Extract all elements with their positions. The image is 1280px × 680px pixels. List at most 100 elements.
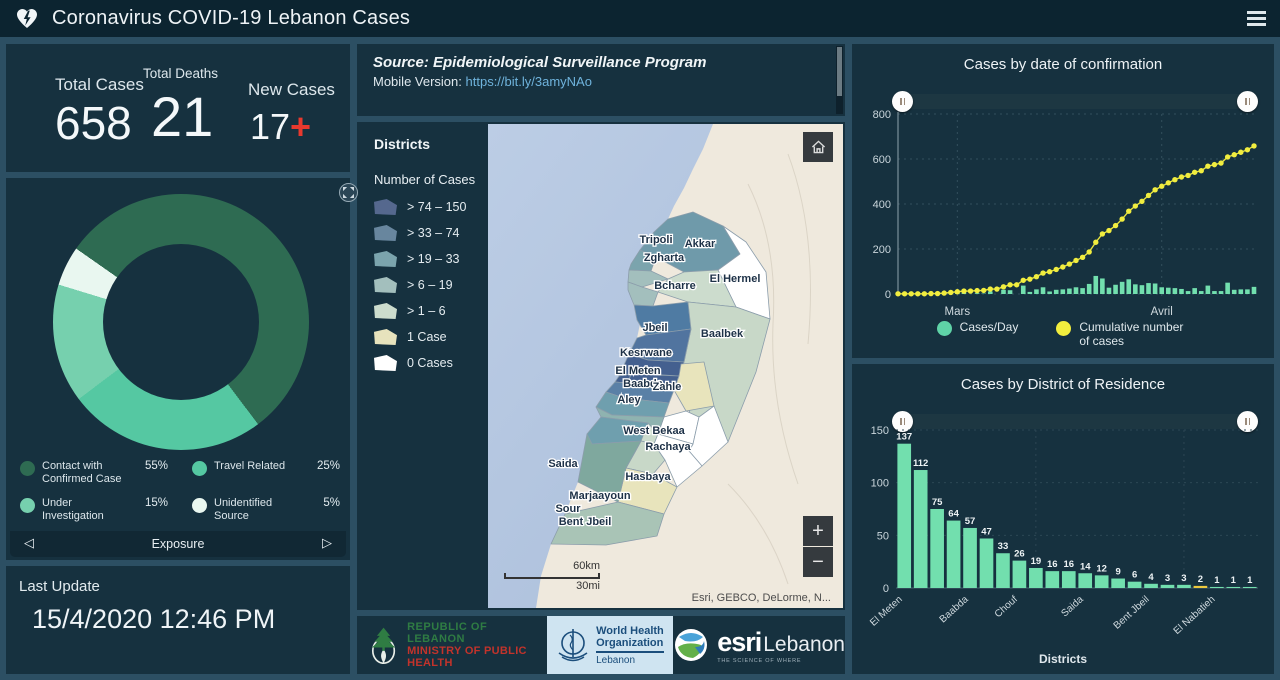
legend-percent: 15% (144, 497, 168, 509)
cases-by-district-panel: Cases by District of Residence 0 50 100 150… (852, 364, 1274, 674)
total-cases-value: 658 (55, 97, 132, 149)
svg-text:0: 0 (885, 289, 891, 301)
legend-dot-icon (20, 498, 35, 513)
legend-dot-icon (192, 461, 207, 476)
moph-logo: REPUBLIC OF LEBANON MINISTRY OF PUBLIC H… (357, 616, 547, 674)
svg-text:64: 64 (948, 509, 959, 520)
slider-handle-left[interactable] (892, 91, 913, 112)
pager-label: Exposure (151, 537, 205, 551)
class-label: > 33 – 74 (407, 226, 460, 240)
map-zoom-out-button[interactable]: − (803, 547, 833, 577)
svg-text:1: 1 (1231, 575, 1237, 586)
district-label: Rachaya (645, 441, 691, 453)
chart1-title: Cases by date of confirmation (963, 56, 1163, 73)
district-label: Akkar (685, 238, 716, 250)
svg-text:137: 137 (896, 432, 912, 443)
pager-left-arrow-icon[interactable]: ◁ (24, 535, 34, 550)
svg-text:800: 800 (873, 109, 891, 121)
new-cases-label: New Cases (248, 80, 335, 99)
legend-label: Travel Related (214, 460, 286, 472)
donut-legend-item[interactable]: Under Investigation 15% (20, 497, 168, 523)
svg-text:6: 6 (1132, 570, 1137, 581)
svg-text:3: 3 (1165, 573, 1170, 584)
who-emblem-icon (558, 629, 588, 662)
district-label: Zgharta (644, 252, 685, 264)
svg-text:16: 16 (1063, 559, 1074, 570)
class-swatch-icon (374, 277, 397, 293)
cedar-icon (371, 627, 396, 665)
esri-logo: esri Lebanon THE SCIENCE OF WHERE (673, 616, 845, 674)
legend-percent: 55% (144, 460, 168, 472)
legend-percent: 5% (323, 497, 340, 509)
district-label: El Hermel (710, 273, 761, 285)
donut-hole (103, 244, 259, 400)
district-label: Marjaayoun (569, 490, 630, 502)
svg-text:12: 12 (1096, 563, 1107, 574)
slider-handle-right[interactable] (1237, 411, 1258, 432)
svg-text:200: 200 (873, 244, 891, 256)
chart-legend-item[interactable]: Cases/Day (936, 320, 1018, 348)
slider-handle-right[interactable] (1237, 91, 1258, 112)
slider-handle-left[interactable] (892, 411, 913, 432)
map-canvas[interactable]: Akkar Tripoli Zgharta El Hermel Bcharre Jbeil… (488, 124, 843, 608)
svg-text:Baabda: Baabda (938, 594, 971, 626)
district-label: Jbeil (642, 322, 667, 334)
new-cases-plus: + (290, 106, 312, 147)
chart2-range-slider (892, 411, 1258, 432)
svg-text:33: 33 (998, 541, 1009, 552)
new-cases-value: 17+ (250, 106, 312, 147)
heart-pulse-icon (17, 8, 37, 28)
chart1-range-slider (892, 91, 1258, 112)
svg-text:El Meten: El Meten (868, 594, 905, 629)
svg-text:19: 19 (1031, 556, 1042, 567)
svg-text:14: 14 (1080, 561, 1091, 572)
svg-text:Avril: Avril (1151, 306, 1173, 318)
last-update-panel: Last Update 15/4/2020 12:46 PM (6, 566, 350, 674)
expand-icon[interactable] (339, 183, 358, 202)
donut-legend-item[interactable]: Travel Related 25% (192, 460, 340, 476)
pager-right-arrow-icon[interactable]: ▷ (322, 535, 332, 550)
last-update-value: 15/4/2020 12:46 PM (32, 604, 276, 634)
cases-by-date-panel: Cases by date of confirmation 0 200 400 600… (852, 44, 1274, 358)
map-zoom-in-button[interactable]: + (803, 516, 833, 546)
district-label: Baabda (623, 378, 664, 390)
legend-class-item: 0 Cases (374, 355, 488, 371)
district-label: Baalbek (701, 328, 744, 340)
last-update-label: Last Update (19, 578, 100, 595)
who-logo: World Health Organization Lebanon (546, 616, 674, 674)
line-chart[interactable]: 0 200 400 600 800 Mars Avril (852, 106, 1274, 318)
scrollbar[interactable] (836, 46, 843, 114)
svg-text:9: 9 (1115, 567, 1120, 578)
district-label: West Bekaa (623, 425, 685, 437)
mobile-version-line: Mobile Version: https://bit.ly/3amyNAo (373, 74, 592, 89)
class-swatch-icon (374, 329, 397, 345)
district-label: Aley (617, 394, 641, 406)
svg-text:Bent Jbeil: Bent Jbeil (1112, 594, 1152, 632)
svg-text:26: 26 (1014, 549, 1025, 560)
svg-text:Chouf: Chouf (993, 594, 1020, 620)
svg-text:2: 2 (1198, 574, 1203, 585)
svg-text:600: 600 (873, 154, 891, 166)
donut-legend-item[interactable]: Contact with Confirmed Case 55% (20, 460, 168, 486)
mobile-version-link[interactable]: https://bit.ly/3amyNAo (465, 74, 592, 89)
legend-class-item: > 19 – 33 (374, 251, 488, 267)
map-home-button[interactable] (803, 132, 833, 162)
class-label: > 74 – 150 (407, 200, 467, 214)
partner-logos: REPUBLIC OF LEBANON MINISTRY OF PUBLIC H… (357, 616, 845, 674)
donut-legend-item[interactable]: Unidentified Source 5% (192, 497, 340, 523)
total-cases-label: Total Cases (55, 75, 144, 94)
svg-text:75: 75 (932, 497, 943, 508)
legend-class-item: > 74 – 150 (374, 199, 488, 215)
svg-text:47: 47 (981, 526, 992, 537)
district-label: Sour (555, 503, 581, 515)
chart2-title: Cases by District of Residence (960, 376, 1166, 393)
chart-legend-item[interactable]: Cumulative number of cases (1056, 320, 1189, 348)
district-label: Zahle (653, 381, 682, 393)
class-label: > 6 – 19 (407, 278, 453, 292)
svg-text:3: 3 (1181, 573, 1186, 584)
svg-text:Mars: Mars (945, 306, 971, 318)
svg-text:1: 1 (1247, 575, 1253, 586)
hamburger-menu-icon[interactable] (1247, 11, 1266, 26)
map-scalebar: 60km 30mi (504, 560, 600, 592)
